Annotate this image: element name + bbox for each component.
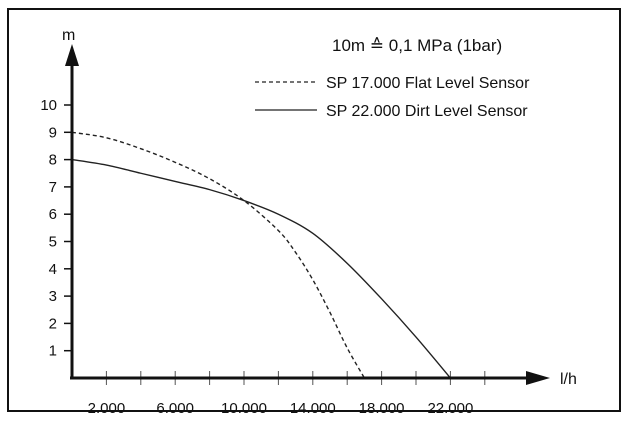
y-tick-label: 3 [49, 288, 57, 305]
y-tick-label: 6 [49, 206, 57, 223]
y-tick-label: 1 [49, 343, 57, 360]
y-tick-label: 8 [49, 152, 57, 169]
y-tick-label: 9 [49, 124, 57, 141]
series-line-flat-sensor [71, 131, 366, 379]
y-axis-arrowhead [65, 44, 79, 66]
legend-label-flat-sensor: SP 17.000 Flat Level Sensor [326, 75, 530, 92]
y-axis-label: m [62, 27, 75, 44]
y-tick-label: 4 [49, 261, 57, 278]
pressure-annotation: 10m ≙ 0,1 MPa (1bar) [332, 36, 502, 55]
x-tick-label: 2.000 [88, 400, 126, 417]
series-line-dirt-sensor [71, 158, 451, 379]
x-tick-label: 22.000 [427, 400, 473, 417]
y-tick-label: 7 [49, 179, 57, 196]
y-tick-label: 10 [40, 97, 57, 114]
y-tick-label: 5 [49, 234, 57, 251]
y-tick-label: 2 [49, 315, 57, 332]
x-tick-label: 18.000 [359, 400, 405, 417]
x-tick-label: 14.000 [290, 400, 336, 417]
chart-frame [7, 8, 621, 412]
x-tick-label: 6.000 [156, 400, 194, 417]
x-tick-label: 10.000 [221, 400, 267, 417]
x-axis-arrowhead [526, 371, 550, 385]
legend-label-dirt-sensor: SP 22.000 Dirt Level Sensor [326, 103, 528, 120]
x-axis-label: l/h [560, 371, 577, 388]
